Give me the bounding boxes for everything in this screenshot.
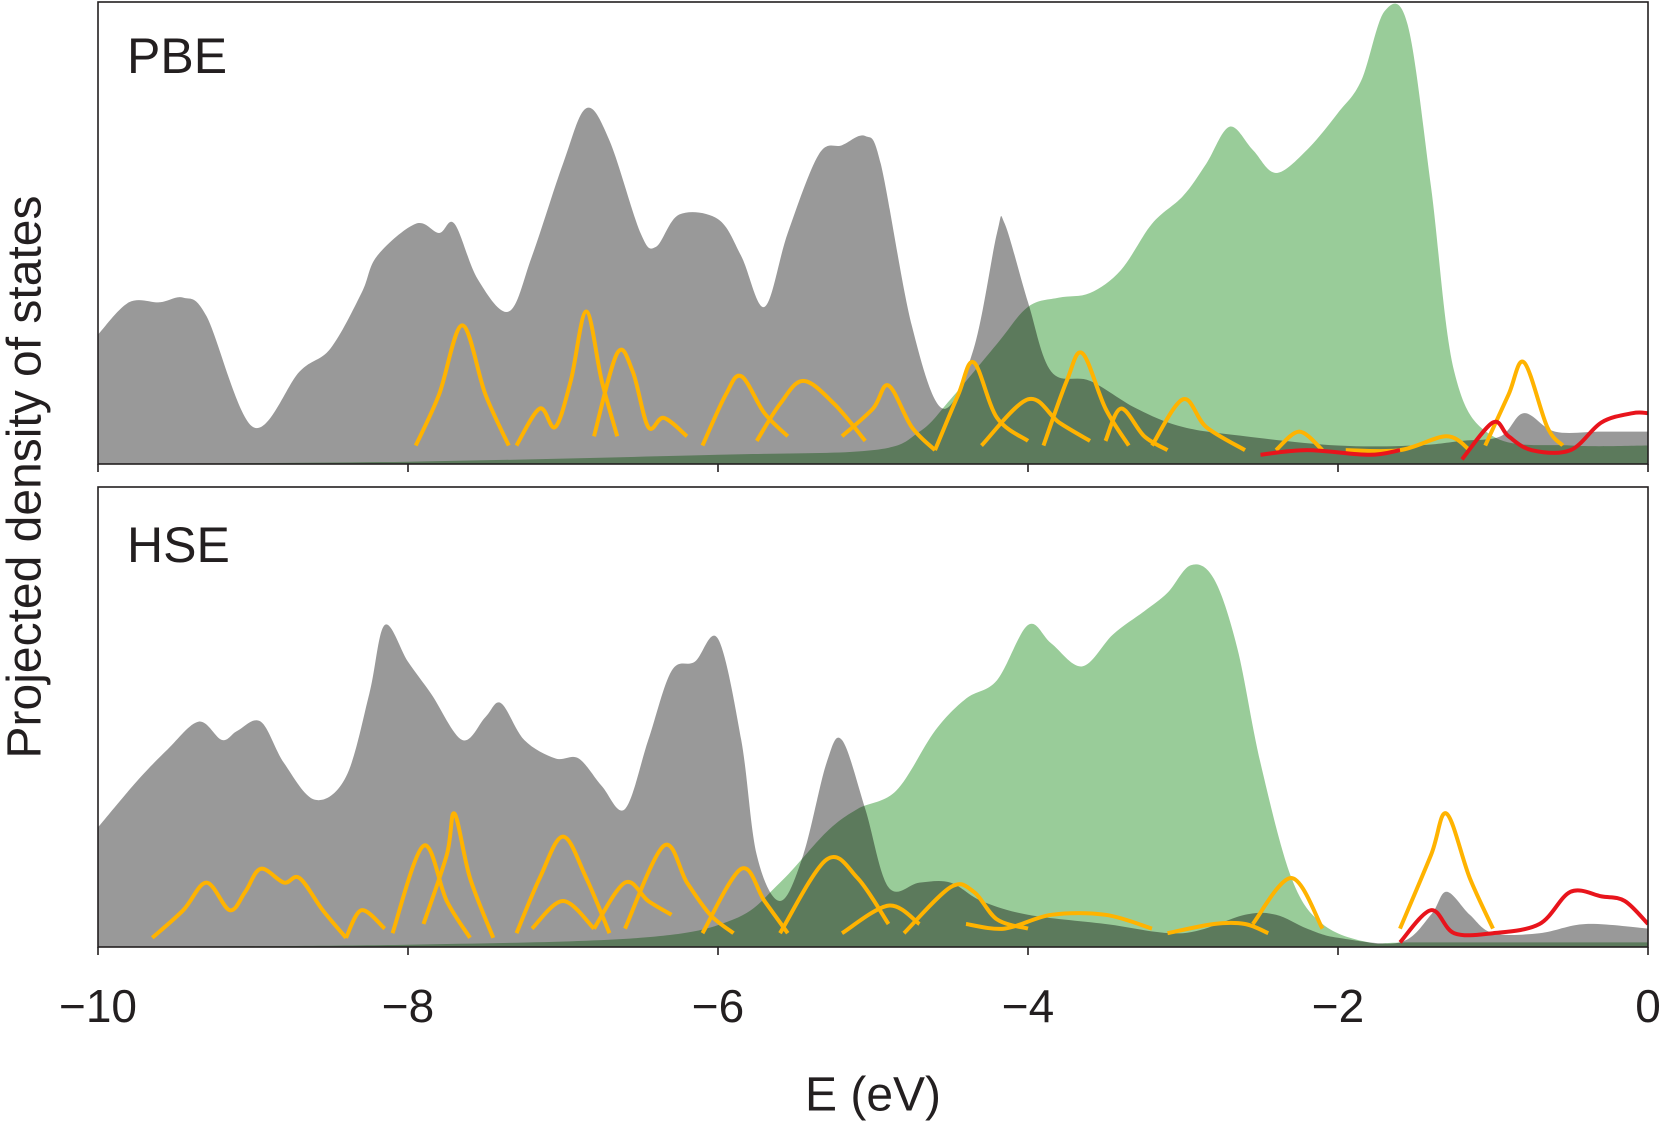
x-tick-label: −2 (1312, 980, 1364, 1032)
density-line (1483, 359, 1565, 447)
density-line (778, 855, 891, 935)
density-line (902, 882, 1029, 935)
panel-label: HSE (127, 517, 230, 573)
density-line (840, 903, 921, 935)
density-line (421, 811, 496, 939)
x-tick-label: −8 (382, 980, 434, 1032)
density-line (1260, 448, 1401, 457)
x-tick-label: −6 (692, 980, 744, 1032)
x-axis-label: E (eV) (805, 1069, 941, 1122)
panel (98, 3, 1648, 464)
density-line (1103, 406, 1169, 452)
density-line (514, 309, 620, 447)
density-line (530, 899, 596, 931)
density-line (413, 323, 511, 447)
density-line (1398, 888, 1648, 944)
density-line (933, 360, 1030, 451)
density-line (1150, 397, 1247, 452)
x-tick-label: 0 (1635, 980, 1661, 1032)
density-line (1345, 434, 1471, 454)
density-area (98, 564, 1648, 947)
density-area (98, 624, 1648, 947)
density-line (1251, 876, 1325, 930)
density-line (1274, 429, 1324, 452)
density-line (1167, 920, 1270, 936)
plot-area: −10 −8 −6 −4 −2 0 (59, 1, 1661, 1032)
panel-frame (97, 1, 1649, 465)
density-line (700, 866, 790, 935)
density-area (98, 107, 1648, 464)
x-tick-label: −4 (1002, 980, 1054, 1032)
density-line (344, 908, 387, 939)
density-line (514, 834, 612, 934)
density-line (700, 373, 790, 447)
density-line (840, 383, 937, 452)
y-axis-label: Projected density of states (0, 196, 52, 759)
density-line (755, 378, 867, 443)
density-line (980, 396, 1092, 447)
x-tick-label: −10 (59, 980, 137, 1032)
density-area (98, 3, 1648, 464)
density-line (1398, 811, 1495, 930)
density-line (1460, 410, 1648, 461)
density-line (965, 911, 1153, 931)
density-line (592, 347, 689, 438)
density-line (390, 843, 472, 939)
panel-label: PBE (127, 28, 227, 84)
panel (98, 564, 1648, 947)
panel-frame (97, 486, 1649, 948)
density-line (623, 842, 735, 935)
density-line (150, 866, 348, 940)
density-line (592, 879, 673, 930)
